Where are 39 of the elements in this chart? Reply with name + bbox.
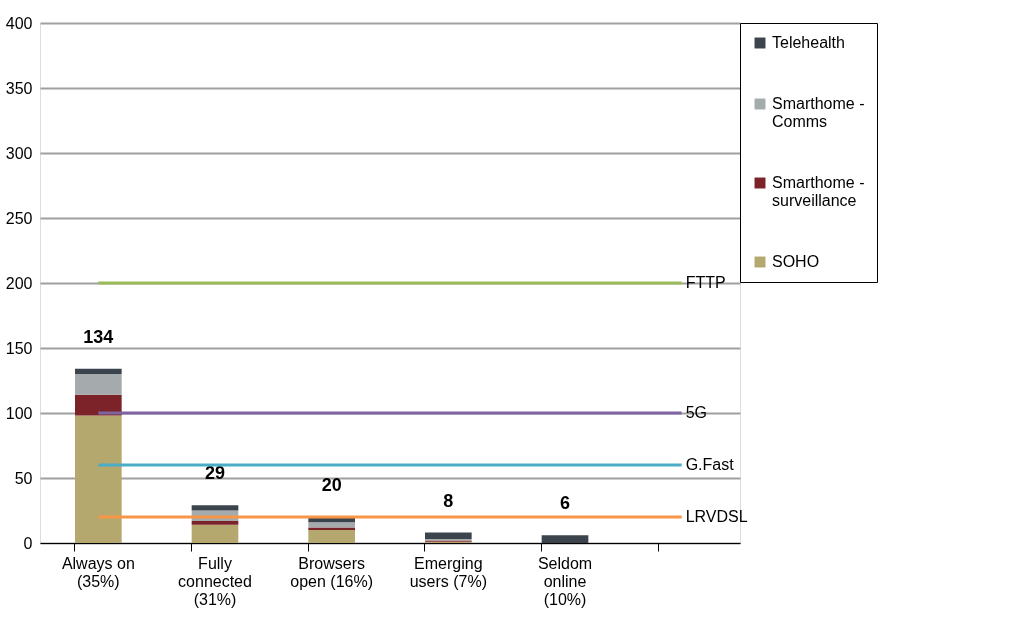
- bar: [75, 374, 122, 395]
- legend-label: Smarthome - surveillance: [772, 174, 865, 209]
- bar: [191, 520, 239, 525]
- bar: [75, 415, 122, 543]
- ref-line-label: FTTP: [685, 274, 726, 291]
- bar: [191, 524, 239, 543]
- y-tick-label: 150: [5, 339, 33, 357]
- y-tick-label: 200: [5, 274, 33, 292]
- x-tick-label: Seldom online (10%): [537, 554, 593, 608]
- legend-label: Smarthome - Comms: [772, 95, 865, 130]
- y-tick-label: 400: [5, 14, 33, 32]
- y-tick-label: 300: [5, 144, 33, 162]
- total-label: 134: [83, 326, 114, 347]
- total-label: 6: [559, 493, 571, 514]
- total-label: 29: [204, 463, 226, 484]
- bar: [191, 505, 239, 511]
- y-tick-label: 350: [5, 79, 33, 97]
- x-tick-label: Browsers open (16%): [290, 554, 374, 590]
- x-tick-label: Always on (35%): [61, 554, 135, 590]
- bar: [425, 532, 472, 540]
- ref-line-label: G.Fast: [685, 456, 735, 473]
- bar: [75, 368, 122, 374]
- bar: [308, 527, 355, 530]
- total-label: 8: [443, 490, 454, 511]
- bar: [308, 522, 355, 528]
- ref-line-label: 5G: [685, 404, 708, 421]
- y-tick-label: 100: [5, 404, 33, 422]
- y-tick-label: 50: [14, 469, 33, 487]
- bar: [75, 394, 122, 416]
- x-tick-label: Emerging users (7%): [409, 554, 488, 590]
- ref-line-label: LRVDSL: [685, 508, 748, 525]
- bar: [308, 530, 355, 543]
- legend-label: SOHO: [772, 253, 820, 270]
- total-label: 20: [321, 475, 342, 495]
- legend-label: Telehealth: [772, 34, 845, 51]
- x-tick-label: Fully connected (31%): [178, 554, 252, 608]
- y-tick-label: 0: [23, 534, 33, 552]
- bar: [541, 535, 589, 543]
- y-tick-label: 250: [5, 209, 33, 227]
